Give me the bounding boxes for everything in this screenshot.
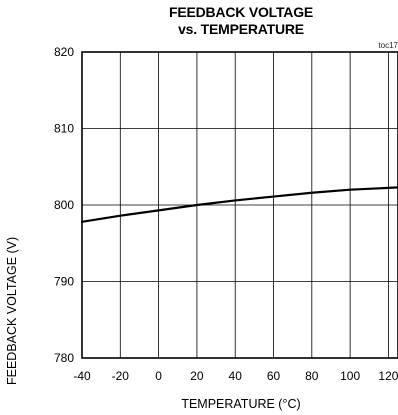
x-tick-label: 0: [155, 369, 162, 383]
grid-lines: [82, 52, 398, 358]
x-tick-label: 80: [305, 369, 319, 383]
y-tick-label: 780: [54, 351, 74, 365]
series-group: [80, 186, 398, 223]
x-tick-label: -40: [73, 369, 91, 383]
x-tick-label: 20: [190, 369, 204, 383]
x-axis-label: TEMPERATURE (°C): [181, 397, 301, 411]
series-line-0: [80, 186, 398, 223]
x-tick-label: -20: [112, 369, 130, 383]
x-tick-label: 120: [378, 369, 398, 383]
tick-labels: -40 -20 0 20 40 60 80 100 120 780 790 800 810 820: [54, 45, 398, 383]
y-tick-label: 790: [54, 275, 74, 289]
chart-title-line2: vs. TEMPERATURE: [178, 21, 304, 37]
y-tick-label: 800: [54, 198, 74, 212]
x-tick-label: 100: [340, 369, 360, 383]
figure-tag: toc17: [378, 41, 398, 50]
y-tick-label: 810: [54, 122, 74, 136]
y-tick-label: 820: [54, 45, 74, 59]
chart-title-line1: FEEDBACK VOLTAGE: [168, 4, 314, 20]
x-tick-label: 60: [267, 369, 281, 383]
x-tick-label: 40: [229, 369, 243, 383]
plot-frame: [81, 51, 398, 359]
